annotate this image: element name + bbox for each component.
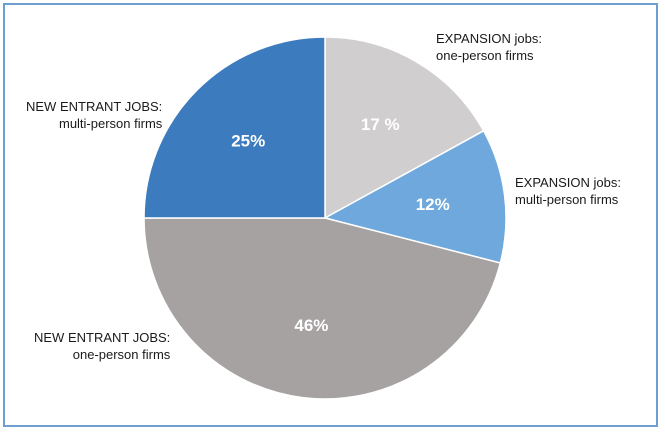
slice-expansion-multi-person-value-label: 12%	[416, 195, 450, 214]
slice-label-new-entrant-one-person: NEW ENTRANT JOBS: one-person firms	[34, 330, 171, 362]
slice-new-entrant-one-person-value-label: 46%	[294, 316, 328, 335]
slice-new-entrant-multi-person-value-label: 25%	[231, 132, 265, 151]
slice-label-expansion-multi-person: EXPANSION jobs: multi-person firms	[515, 175, 621, 207]
slice-expansion-multi-person	[322, 129, 507, 264]
slice-expansion-one-person-value-label: 17 %	[361, 115, 400, 134]
slice-new-entrant-one-person	[143, 217, 502, 400]
slice-expansion-one-person	[324, 36, 485, 220]
slice-label-expansion-one-person: EXPANSION jobs: one-person firms	[436, 31, 542, 63]
slice-new-entrant-multi-person	[143, 36, 326, 219]
slice-label-new-entrant-multi-person: NEW ENTRANT JOBS: multi-person firms	[26, 99, 163, 131]
